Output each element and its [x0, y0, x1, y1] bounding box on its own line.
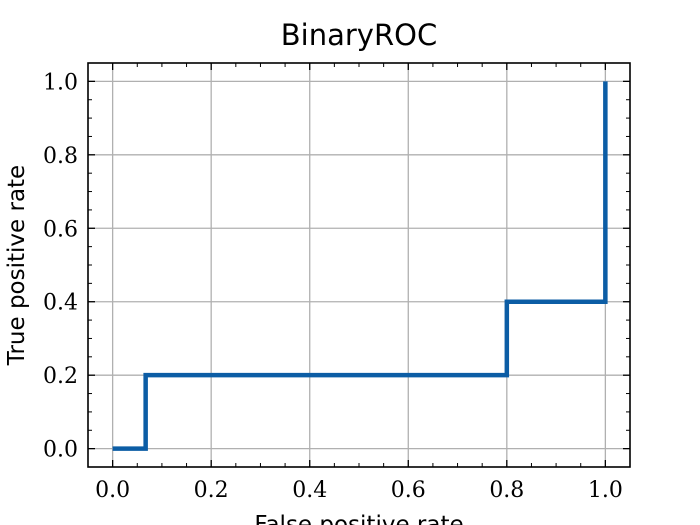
y-tick-label: 0.2 — [43, 364, 78, 389]
x-tick-label: 0.6 — [391, 478, 426, 503]
y-axis-label: True positive rate — [4, 165, 30, 366]
y-tick-label: 1.0 — [43, 70, 78, 95]
roc-curve-line — [112, 81, 608, 451]
x-tick-label: 1.0 — [588, 478, 623, 503]
x-tick-label: 0.8 — [489, 478, 524, 503]
x-tick-label: 0.2 — [194, 478, 229, 503]
tick-labels: 0.0 0.2 0.4 0.6 0.8 1.0 0.0 0.2 0.4 0.6 0.8 1.0 — [43, 70, 623, 503]
y-tick-label: 0.4 — [43, 291, 78, 316]
x-tick-label: 0.4 — [292, 478, 327, 503]
x-axis-label: False positive rate — [254, 512, 463, 525]
y-tick-label: 0.6 — [43, 217, 78, 242]
grid — [88, 63, 630, 467]
x-tick-label: 0.0 — [95, 478, 130, 503]
plot-frame — [87, 62, 631, 468]
y-tick-label: 0.0 — [43, 438, 78, 463]
chart-title: BinaryROC — [281, 18, 437, 52]
ticks — [87, 62, 631, 468]
series-layer — [112, 81, 608, 451]
y-tick-label: 0.8 — [43, 144, 78, 169]
